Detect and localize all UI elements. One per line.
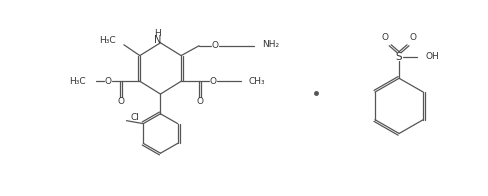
Text: S: S xyxy=(395,52,402,62)
Text: O: O xyxy=(408,33,416,42)
Text: H₃C: H₃C xyxy=(69,77,86,86)
Text: O: O xyxy=(104,77,111,86)
Text: O: O xyxy=(117,97,124,106)
Text: H₃C: H₃C xyxy=(99,36,116,45)
Text: O: O xyxy=(211,41,218,50)
Text: H: H xyxy=(154,29,161,38)
Text: O: O xyxy=(381,33,388,42)
Text: OH: OH xyxy=(425,52,439,61)
Text: NH₂: NH₂ xyxy=(261,40,278,49)
Text: CH₃: CH₃ xyxy=(248,77,265,86)
Text: O: O xyxy=(196,97,203,106)
Text: N: N xyxy=(154,35,161,45)
Text: Cl: Cl xyxy=(130,113,139,122)
Text: O: O xyxy=(209,77,216,86)
